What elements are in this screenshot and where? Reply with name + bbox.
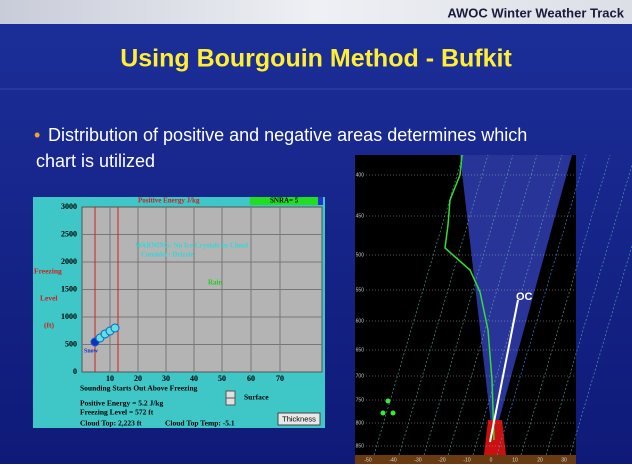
temp-label: -10	[463, 457, 470, 463]
surface-label: Surface	[244, 393, 269, 402]
dewpoint-line	[444, 154, 495, 441]
x-tick-label: 60	[247, 374, 255, 383]
x-tick-label: 40	[190, 374, 198, 383]
oc-label: OC	[516, 291, 533, 303]
isotherm	[447, 154, 538, 456]
bullet-dot: •	[34, 125, 40, 145]
pressure-label: 500	[356, 252, 365, 258]
zone-label: Rain	[208, 279, 223, 287]
badge: SNRA= 5	[270, 197, 299, 205]
note: Positive Energy = 5.2 J/kg	[80, 399, 163, 408]
y-tick-label: 500	[65, 339, 77, 348]
thickness-button-label: Thickness	[282, 414, 316, 423]
y-tick-label: 2500	[61, 229, 77, 238]
pressure-label: 850	[356, 443, 365, 449]
isotherm	[545, 164, 632, 456]
x-tick-label: 10	[106, 374, 114, 383]
isotherm	[423, 154, 514, 456]
warning: WARNING: No Ice Crystals In Cloud	[135, 242, 248, 250]
wind-dot	[380, 410, 386, 416]
chart-heading: Positive Energy J/kg	[138, 197, 200, 205]
cloud-top-temp: Cloud Top Temp: -5.1	[165, 419, 235, 428]
bullet-line: Distribution of positive and negative ar…	[48, 125, 527, 145]
x-tick-label: 50	[218, 374, 226, 383]
y-tick-label: 1000	[61, 312, 77, 321]
temp-label: -30	[414, 457, 421, 463]
isotherm	[496, 154, 587, 456]
slide-title: Using Bourgouin Method - Bufkit	[120, 45, 512, 73]
badge-end	[318, 197, 323, 205]
pressure-label: 550	[356, 287, 365, 293]
cloud-top: Cloud Top: 2,223 ft	[80, 419, 142, 428]
bullet-line: chart is utilized	[36, 151, 155, 171]
sounding-dot	[110, 323, 120, 333]
consider: Consider: Drizzle	[141, 251, 194, 259]
pressure-label: 600	[356, 318, 365, 324]
badge-bg	[250, 197, 318, 205]
temp-label: -20	[438, 457, 445, 463]
thickness-button	[277, 412, 321, 426]
parcel-line	[489, 299, 519, 443]
snow-label: Snow	[84, 348, 99, 354]
temp-label: -50	[364, 457, 371, 463]
header-strip	[0, 0, 632, 24]
y-axis-label: Level	[40, 294, 58, 303]
x-tick-label: 30	[162, 374, 170, 383]
skewt-panel	[355, 155, 576, 464]
positive-area	[460, 155, 572, 442]
y-tick-label: 0	[73, 367, 77, 376]
temp-label: 20	[537, 457, 543, 463]
y-tick-label: 3000	[61, 202, 77, 211]
pressure-label: 650	[356, 347, 365, 353]
temp-label: -40	[389, 457, 396, 463]
pressure-label: 400	[356, 172, 365, 178]
isotherm	[520, 154, 611, 456]
wind-dot	[390, 410, 396, 416]
wind-dot	[385, 398, 391, 404]
pressure-label: 450	[356, 213, 365, 219]
isotherm	[398, 154, 489, 456]
note: Freezing Level = 572 ft	[80, 408, 154, 417]
x-tick-label: 70	[276, 374, 284, 383]
isotherm	[373, 154, 464, 456]
pressure-label: 800	[356, 420, 365, 426]
header-track: AWOC Winter Weather Track	[447, 5, 624, 20]
y-tick-label: 1500	[61, 284, 77, 293]
temp-strip	[355, 455, 576, 464]
y-tick-label: 2000	[61, 257, 77, 266]
temp-label: 0	[490, 457, 493, 463]
temp-label: 10	[512, 457, 518, 463]
pressure-label: 750	[356, 397, 365, 403]
isotherm	[569, 244, 632, 456]
note: Sounding Starts Out Above Freezing	[80, 384, 198, 393]
pressure-label: 700	[356, 373, 365, 379]
y-axis-label: Freezing	[34, 267, 62, 276]
y-axis-label: (ft)	[44, 321, 54, 330]
x-tick-label: 20	[134, 374, 142, 383]
temp-label: 30	[561, 457, 567, 463]
